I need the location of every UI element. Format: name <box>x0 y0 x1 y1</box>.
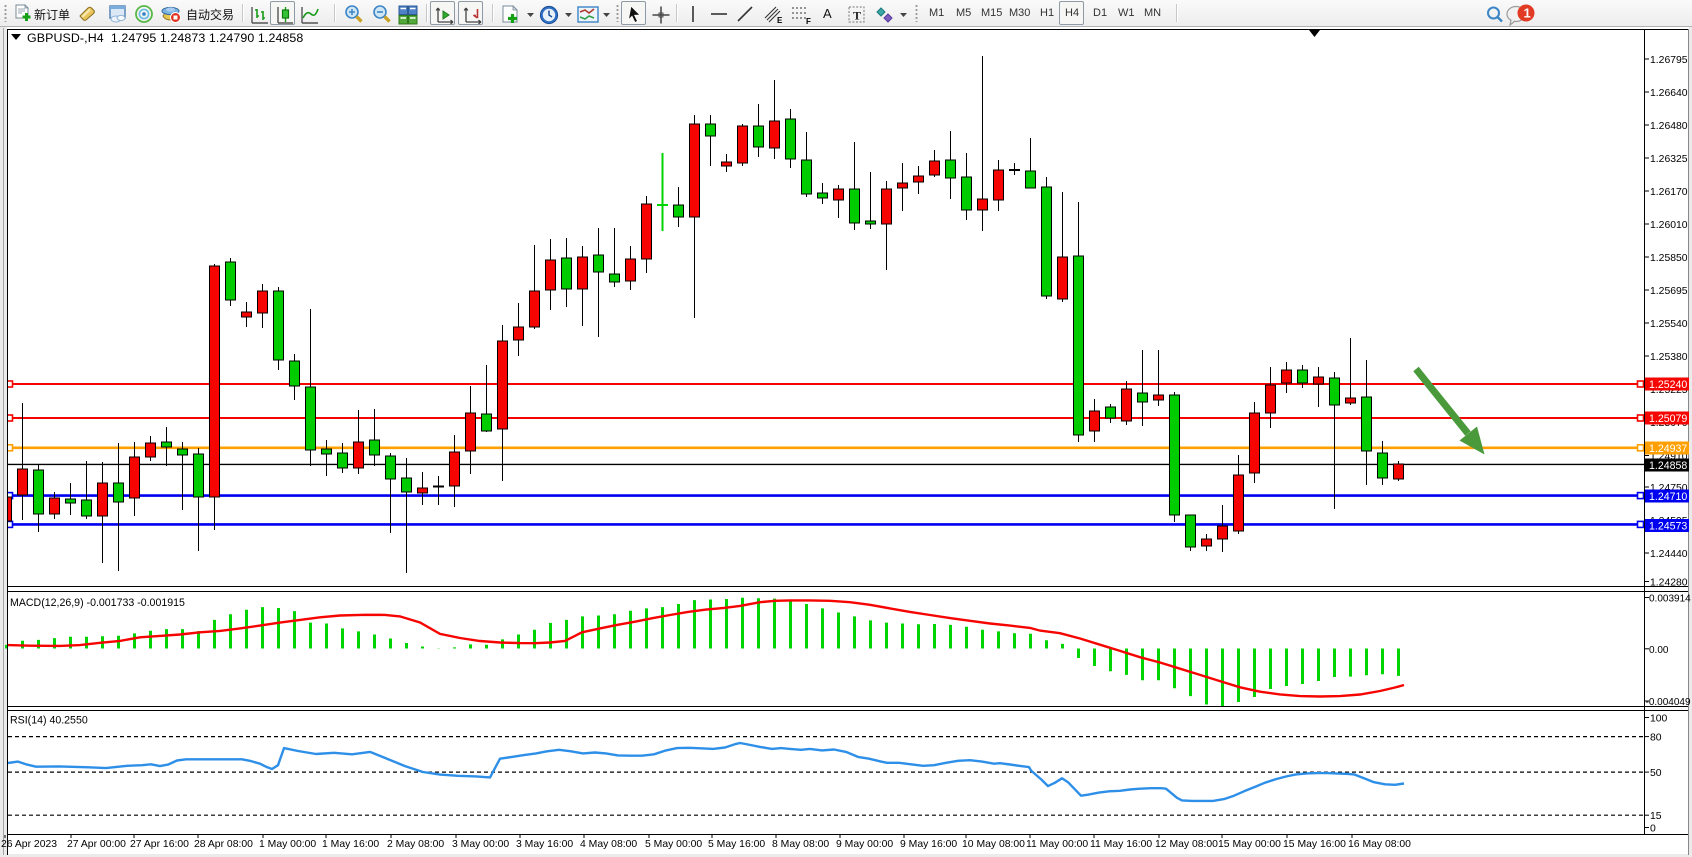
svg-text:10 May 08:00: 10 May 08:00 <box>962 839 1025 850</box>
svg-text:1.24440: 1.24440 <box>1650 549 1688 560</box>
svg-text:8 May 08:00: 8 May 08:00 <box>772 839 829 850</box>
svg-text:9 May 00:00: 9 May 00:00 <box>836 839 893 850</box>
svg-text:2 May 08:00: 2 May 08:00 <box>387 839 444 850</box>
svg-text:80: 80 <box>1650 733 1662 744</box>
svg-text:1.25540: 1.25540 <box>1650 319 1688 330</box>
svg-text:1: 1 <box>1524 6 1531 21</box>
svg-text:MACD(12,26,9) -0.001733 -0.001: MACD(12,26,9) -0.001733 -0.001915 <box>10 597 185 609</box>
svg-text:1.24573: 1.24573 <box>1649 521 1687 533</box>
svg-text:28 Apr 08:00: 28 Apr 08:00 <box>194 839 253 850</box>
svg-text:26 Apr 2023: 26 Apr 2023 <box>1 839 57 850</box>
svg-text:9 May 16:00: 9 May 16:00 <box>900 839 957 850</box>
svg-text:1.24910: 1.24910 <box>1650 452 1688 463</box>
svg-text:1 May 00:00: 1 May 00:00 <box>259 839 316 850</box>
svg-text:GBPUSD-,H4 1.24795 1.24873 1.: GBPUSD-,H4 1.24795 1.24873 1.24790 1.248… <box>27 31 303 45</box>
svg-text:1.24280: 1.24280 <box>1650 578 1688 589</box>
svg-text:12 May 08:00: 12 May 08:00 <box>1155 839 1218 850</box>
svg-text:27 Apr 00:00: 27 Apr 00:00 <box>67 839 126 850</box>
svg-text:1.25240: 1.25240 <box>1649 379 1687 391</box>
svg-text:11 May 16:00: 11 May 16:00 <box>1090 839 1152 850</box>
svg-text:0: 0 <box>1650 824 1656 835</box>
svg-text:1.26325: 1.26325 <box>1650 154 1688 165</box>
svg-text:1.25079: 1.25079 <box>1649 413 1687 425</box>
svg-text:1.25380: 1.25380 <box>1650 352 1688 363</box>
svg-text:1.24858: 1.24858 <box>1649 460 1687 472</box>
svg-text:1.26010: 1.26010 <box>1650 220 1688 231</box>
svg-text:1.26640: 1.26640 <box>1650 88 1688 99</box>
svg-text:F: F <box>806 17 811 26</box>
svg-text:3 May 00:00: 3 May 00:00 <box>452 839 509 850</box>
svg-text:15 May 16:00: 15 May 16:00 <box>1283 839 1346 850</box>
svg-text:100: 100 <box>1650 714 1668 725</box>
svg-text:11 May 00:00: 11 May 00:00 <box>1026 839 1088 850</box>
svg-text:15: 15 <box>1650 811 1662 822</box>
svg-text:1.26170: 1.26170 <box>1650 187 1688 198</box>
svg-text:1.25695: 1.25695 <box>1650 286 1688 297</box>
svg-text:RSI(14) 40.2550: RSI(14) 40.2550 <box>10 715 88 727</box>
svg-text:1.25850: 1.25850 <box>1650 253 1688 264</box>
svg-text:1.24710: 1.24710 <box>1649 491 1687 503</box>
svg-text:3 May 16:00: 3 May 16:00 <box>516 839 573 850</box>
svg-text:50: 50 <box>1650 768 1662 779</box>
svg-text:E: E <box>777 16 783 25</box>
svg-text:4 May 08:00: 4 May 08:00 <box>580 839 637 850</box>
svg-text:0.003914: 0.003914 <box>1649 594 1691 605</box>
svg-text:1.24750: 1.24750 <box>1650 483 1688 494</box>
svg-text:0.00: 0.00 <box>1649 645 1669 656</box>
svg-text:5 May 00:00: 5 May 00:00 <box>645 839 702 850</box>
svg-text:15 May 00:00: 15 May 00:00 <box>1218 839 1281 850</box>
svg-text:1.24937: 1.24937 <box>1649 443 1687 455</box>
svg-text:27 Apr 16:00: 27 Apr 16:00 <box>130 839 189 850</box>
svg-text:5 May 16:00: 5 May 16:00 <box>708 839 765 850</box>
svg-text:T: T <box>853 9 861 23</box>
svg-text:1 May 16:00: 1 May 16:00 <box>322 839 379 850</box>
svg-text:16 May 08:00: 16 May 08:00 <box>1348 839 1411 850</box>
svg-text:-0.004049: -0.004049 <box>1646 697 1691 708</box>
svg-text:1.26480: 1.26480 <box>1650 121 1688 132</box>
svg-text:1.26795: 1.26795 <box>1650 55 1688 66</box>
